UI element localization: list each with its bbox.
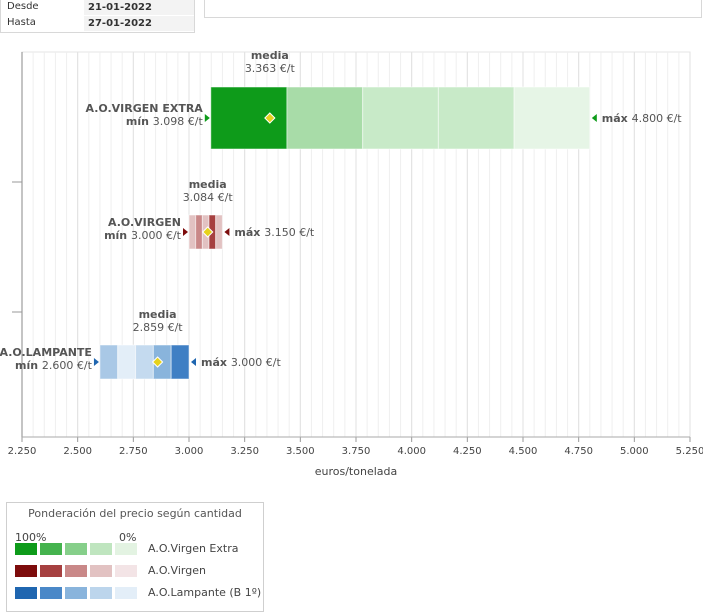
x-tick-label: 4.000	[397, 446, 426, 457]
range-segment	[117, 344, 137, 380]
x-tick-label: 4.750	[564, 446, 593, 457]
media-value: 3.084 €/t	[183, 191, 234, 204]
series-name: A.O.VIRGEN EXTRA	[85, 102, 203, 115]
x-tick-label: 3.750	[342, 446, 371, 457]
range-segment	[362, 86, 439, 150]
hasta-row: Hasta 27-01-2022	[1, 16, 194, 31]
range-segment	[188, 214, 197, 250]
legend-swatch	[15, 587, 37, 599]
min-label: mín 3.000 €/t	[104, 229, 182, 242]
legend-swatch	[90, 565, 112, 577]
media-marker	[264, 112, 276, 124]
max-marker	[224, 228, 230, 236]
legend-title: Ponderación del precio según cantidad	[28, 507, 242, 520]
price-range-chart: 2.250 2.500 2.750 3.000 3.250 3.500 3.750 4.000…	[0, 49, 703, 478]
hasta-value[interactable]: 27-01-2022	[84, 16, 194, 31]
x-tick-label: 4.250	[453, 446, 482, 457]
min-marker	[183, 228, 188, 236]
desde-value[interactable]: 21-01-2022	[84, 0, 194, 15]
media-value: 2.859 €/t	[133, 321, 184, 334]
date-filter-panel: Desde 21-01-2022 Hasta 27-01-2022	[0, 0, 195, 33]
legend-swatch	[115, 587, 137, 599]
range-segment	[99, 344, 119, 380]
range-segment	[210, 86, 288, 150]
legend-swatch	[15, 543, 37, 555]
max-marker	[591, 114, 597, 122]
desde-label: Desde	[7, 1, 39, 12]
x-tick-label: 3.500	[286, 446, 315, 457]
range-segment	[215, 214, 223, 250]
legend-row-label: A.O.Virgen Extra	[148, 542, 239, 555]
range-segment	[170, 344, 190, 380]
legend-swatch	[65, 565, 87, 577]
range-segment	[513, 86, 591, 150]
legend-swatch	[15, 565, 37, 577]
x-tick-label: 3.000	[175, 446, 204, 457]
legend-swatch	[40, 587, 62, 599]
max-label: máx 3.150 €/t	[234, 226, 315, 239]
x-tick-label: 3.250	[230, 446, 259, 457]
x-tick-label: 2.500	[63, 446, 92, 457]
x-tick-label: 4.500	[509, 446, 538, 457]
max-marker	[191, 358, 196, 366]
series-name: A.O.LAMPANTE	[0, 346, 92, 359]
legend-row-label: A.O.Virgen	[148, 564, 206, 577]
range-segment	[437, 86, 515, 150]
max-label: máx 4.800 €/t	[602, 112, 683, 125]
legend-100-label: 100%	[15, 531, 47, 544]
media-marker	[151, 356, 164, 368]
min-label: mín 2.600 €/t	[15, 359, 93, 372]
series-name: A.O.VIRGEN	[108, 216, 181, 229]
legend-box: Ponderación del precio según cantidad 10…	[6, 502, 264, 612]
range-segment	[195, 214, 203, 250]
media-label: media	[139, 308, 177, 321]
min-label: mín 3.098 €/t	[126, 115, 204, 128]
legend-row-label: A.O.Lampante (B 1º)	[148, 586, 262, 599]
media-value: 3.363 €/t	[245, 62, 296, 75]
legend-swatch	[90, 587, 112, 599]
legend-swatch	[40, 543, 62, 555]
legend-swatch	[90, 543, 112, 555]
desde-row: Desde 21-01-2022	[1, 0, 194, 15]
top-panel	[204, 0, 702, 18]
legend-swatch	[65, 543, 87, 555]
x-tick-label: 5.250	[676, 446, 703, 457]
max-label: máx 3.000 €/t	[201, 356, 282, 369]
x-tick-label: 2.750	[119, 446, 148, 457]
x-tick-label: 2.250	[8, 446, 37, 457]
range-segment	[286, 86, 364, 150]
legend-swatch	[115, 543, 137, 555]
media-label: media	[189, 178, 227, 191]
range-segment	[135, 344, 154, 380]
legend-0-label: 0%	[119, 531, 137, 544]
min-marker	[93, 358, 99, 366]
x-tick-label: 5.000	[620, 446, 649, 457]
legend-swatch	[115, 565, 137, 577]
legend-swatch	[65, 587, 87, 599]
hasta-label: Hasta	[7, 17, 36, 28]
media-marker	[201, 226, 214, 238]
media-label: media	[251, 49, 289, 62]
min-marker	[204, 114, 210, 122]
x-axis-label: euros/tonelada	[315, 465, 398, 478]
legend-swatch	[40, 565, 62, 577]
